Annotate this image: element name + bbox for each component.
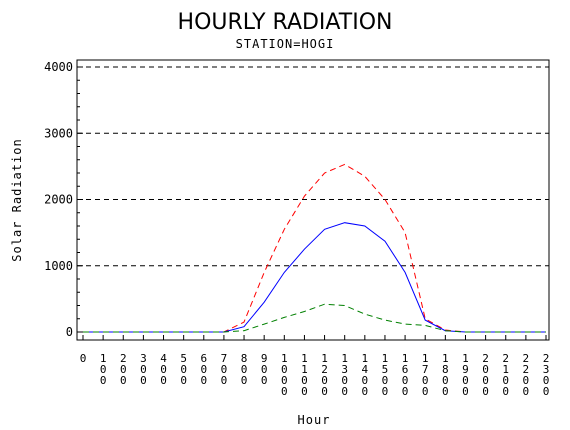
series-line-2 [83, 303, 546, 333]
chart-title: HOURLY RADIATION [178, 10, 393, 35]
series-line-0 [83, 163, 546, 333]
y-tick-label: 3000 [44, 126, 73, 140]
grid-lines [77, 66, 549, 267]
y-tick-labels: 0 1000 2000 3000 4000 [44, 60, 73, 339]
y-tick-label: 4000 [44, 60, 73, 74]
y-tick-label: 1000 [44, 259, 73, 273]
x-tick-labels: 0 1 0 0 2 0 0 3 0 0 4 0 0 5 0 0 6 0 0 7 0 0 8 0 0 9 0 0 1 0 0 0 1 1 0 0 1 2 0 0… [80, 352, 550, 398]
x-tick-label: 0 [80, 352, 87, 365]
series-lines [83, 163, 546, 333]
x-axis-label: Hour [298, 413, 331, 427]
axes [76, 59, 550, 341]
y-tick-label: 2000 [44, 193, 73, 207]
chart-subtitle: STATION=HOGI [236, 37, 335, 51]
y-axis-label: Solar Radiation [10, 138, 24, 261]
y-tick-label: 0 [66, 325, 73, 339]
series-line-1 [83, 222, 546, 333]
